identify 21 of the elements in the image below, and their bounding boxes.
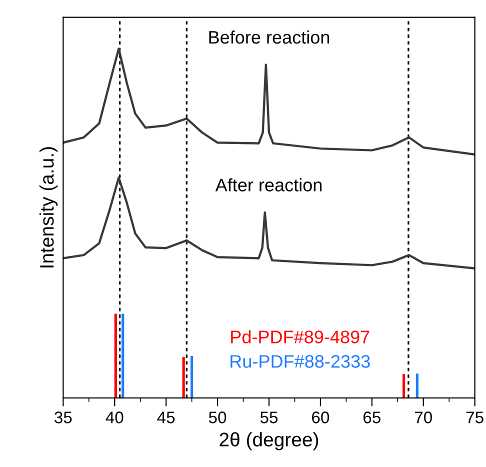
bar (114, 314, 117, 398)
bar (182, 357, 185, 398)
bar (122, 314, 124, 398)
x-tick-label: 65 (363, 412, 380, 424)
bar (402, 374, 406, 398)
series-label: Before reaction (209, 30, 330, 44)
bar (416, 373, 418, 398)
bar (190, 356, 194, 398)
x-tick-label: 40 (106, 412, 124, 424)
x-tick-label: 35 (54, 412, 72, 424)
x-tick-label: 70 (414, 412, 432, 424)
y-axis-title: Intensity (a.u.) (40, 147, 58, 268)
text: Ru-PDF#88-2333 (230, 355, 370, 368)
x-tick-label: 55 (260, 412, 278, 424)
text: Pd-PDF#89-4897 (231, 330, 370, 344)
x-tick-label: 75 (466, 412, 484, 424)
x-axis-title: 2θ (degree) (220, 432, 318, 450)
x-tick-label: 45 (157, 412, 175, 424)
x-tick-label: 60 (312, 412, 330, 424)
series-label: After reaction (215, 178, 322, 192)
x-tick-label: 50 (208, 412, 226, 424)
